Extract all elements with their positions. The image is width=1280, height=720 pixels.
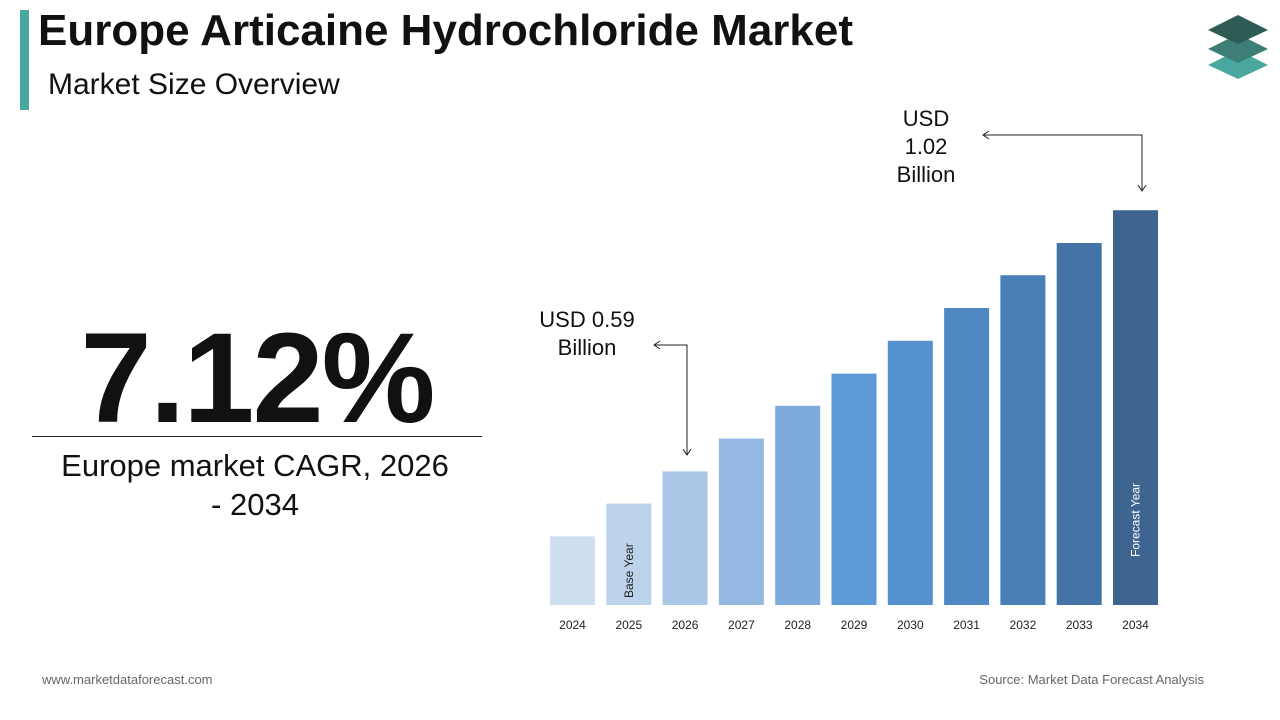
x-tick-label: 2033 xyxy=(1066,618,1093,632)
x-tick-label: 2031 xyxy=(953,618,980,632)
x-tick-label: 2026 xyxy=(672,618,699,632)
bar xyxy=(1113,210,1158,605)
footer-source: Source: Market Data Forecast Analysis xyxy=(979,672,1204,687)
bar-note: Forecast Year xyxy=(1129,483,1143,557)
bar xyxy=(1056,243,1102,606)
x-tick-label: 2034 xyxy=(1122,618,1149,632)
bar xyxy=(1000,275,1046,605)
x-tick-label: 2027 xyxy=(728,618,755,632)
subtitle: Market Size Overview xyxy=(48,68,340,101)
divider xyxy=(32,436,482,437)
arrows xyxy=(653,130,1147,456)
bar xyxy=(662,471,708,605)
x-tick-label: 2029 xyxy=(841,618,868,632)
title: Europe Articaine Hydrochloride Market xyxy=(38,6,854,55)
x-tick-label: 2025 xyxy=(615,618,642,632)
value-label: USD 1.02 Billion xyxy=(896,106,956,187)
bar xyxy=(718,438,764,605)
bar xyxy=(550,536,595,605)
cagr-label: Europe market CAGR, 2026 - 2034 xyxy=(61,448,449,522)
cagr-value: 7.12% xyxy=(80,307,436,450)
bar xyxy=(606,503,652,605)
footer-website: www.marketdataforecast.com xyxy=(42,672,213,687)
x-tick-label: 2030 xyxy=(897,618,924,632)
x-tick-label: 2028 xyxy=(784,618,811,632)
bar xyxy=(775,405,821,605)
x-tick-label: 2032 xyxy=(1010,618,1037,632)
logo xyxy=(1208,15,1268,79)
accent-bar xyxy=(20,10,29,110)
x-tick-label: 2024 xyxy=(559,618,586,632)
bar xyxy=(831,373,877,605)
bar xyxy=(944,308,990,605)
bar xyxy=(887,340,933,605)
value-label: USD 0.59 Billion xyxy=(539,307,635,360)
bar-note: Base Year xyxy=(622,543,636,598)
